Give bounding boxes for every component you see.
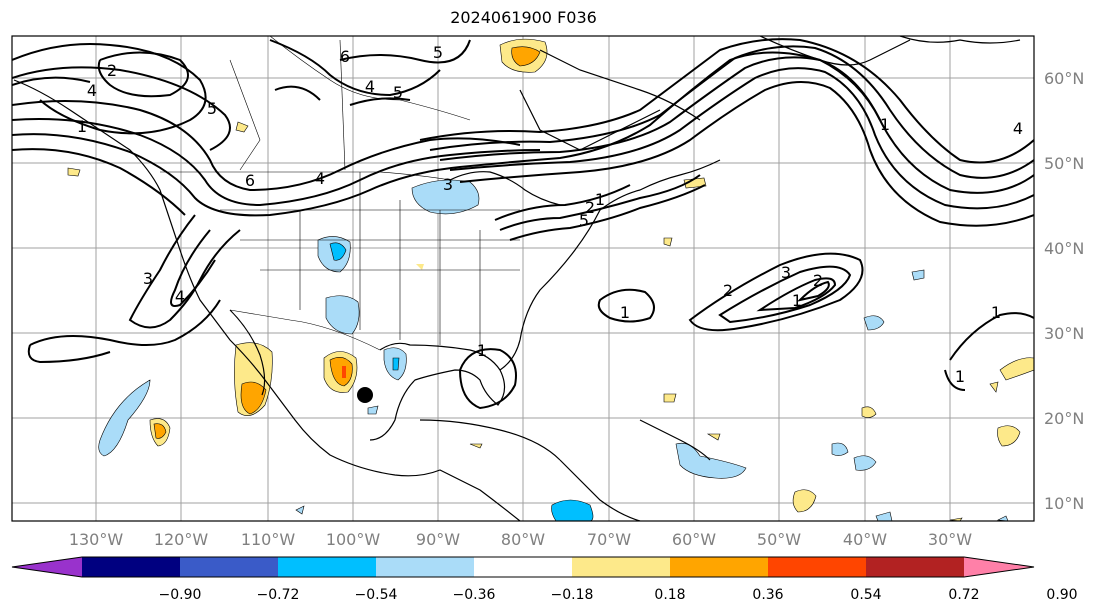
colorbar bbox=[11, 556, 1035, 578]
colorbar-tick-label: 0.36 bbox=[752, 587, 783, 603]
lon-label: 30°W bbox=[928, 530, 972, 549]
shaded-anomalies bbox=[67, 38, 1034, 521]
contour-label: 1 bbox=[991, 303, 1001, 322]
lon-label: 90°W bbox=[416, 530, 460, 549]
colorbar-tick-label: −0.36 bbox=[453, 587, 496, 603]
contour-label: 5 bbox=[393, 83, 403, 102]
lat-label: 40°N bbox=[1044, 239, 1084, 258]
lat-label: 60°N bbox=[1044, 69, 1084, 88]
storm-center-marker bbox=[357, 387, 373, 403]
colorbar-tick-label: 0.18 bbox=[654, 587, 685, 603]
lon-label: 70°W bbox=[587, 530, 631, 549]
lon-label: 60°W bbox=[672, 530, 716, 549]
contour-label: 5 bbox=[579, 211, 589, 230]
contour-label: 3 bbox=[143, 269, 153, 288]
contour-label: 2 bbox=[107, 61, 117, 80]
contour-label: 2 bbox=[813, 271, 823, 290]
lat-label: 50°N bbox=[1044, 154, 1084, 173]
map-title: 2024061900 F036 bbox=[450, 8, 597, 27]
contour-label: 3 bbox=[443, 175, 453, 194]
coastlines bbox=[13, 36, 1021, 521]
colorbar-segment bbox=[376, 557, 475, 577]
colorbar-tick-label: −0.54 bbox=[355, 587, 398, 603]
colorbar-segment bbox=[866, 557, 965, 577]
contour-label: 4 bbox=[175, 287, 185, 306]
colorbar-outline bbox=[11, 556, 1035, 578]
colorbar-tick-label: −0.18 bbox=[551, 587, 594, 603]
lon-label: 50°W bbox=[757, 530, 801, 549]
lon-label: 80°W bbox=[501, 530, 545, 549]
lat-label: 30°N bbox=[1044, 324, 1084, 343]
lon-label: 110°W bbox=[241, 530, 296, 549]
colorbar-segment bbox=[474, 557, 573, 577]
colorbar-extend-low bbox=[12, 557, 82, 577]
contour-label: 6 bbox=[340, 47, 350, 66]
colorbar-tick-label: 0.72 bbox=[948, 587, 979, 603]
contour-label: 4 bbox=[315, 169, 325, 188]
contour-label: 1 bbox=[77, 117, 87, 136]
colorbar-segment bbox=[670, 557, 769, 577]
lat-label: 20°N bbox=[1044, 409, 1084, 428]
lat-label: 10°N bbox=[1044, 494, 1084, 513]
colorbar-segment bbox=[768, 557, 867, 577]
colorbar-extend-high bbox=[964, 557, 1034, 577]
lon-label: 120°W bbox=[154, 530, 209, 549]
contour-label: 1 bbox=[792, 291, 802, 310]
contour-label: 5 bbox=[207, 99, 217, 118]
lon-label: 130°W bbox=[69, 530, 124, 549]
contour-label: 1 bbox=[477, 341, 487, 360]
colorbar-labels: −0.90 −0.72 −0.54 −0.36 −0.18 0.18 0.36 0.54 0.7… bbox=[159, 587, 1078, 603]
lon-label: 100°W bbox=[326, 530, 381, 549]
contour-label: 5 bbox=[433, 43, 443, 62]
colorbar-segment bbox=[278, 557, 377, 577]
colorbar-segment bbox=[180, 557, 279, 577]
contour-label: 2 bbox=[585, 198, 595, 217]
lon-label: 40°W bbox=[843, 530, 887, 549]
latitude-labels: 60°N 50°N 40°N 30°N 20°N 10°N bbox=[1044, 69, 1084, 513]
contour-label: 4 bbox=[365, 77, 375, 96]
contour-label: 1 bbox=[955, 367, 965, 386]
contour-label: 1 bbox=[620, 303, 630, 322]
contour-label: 4 bbox=[1013, 119, 1023, 138]
contour-label: 1 bbox=[595, 190, 605, 209]
contour-lines bbox=[12, 38, 1034, 410]
contour-label: 1 bbox=[880, 115, 890, 134]
longitude-labels: 130°W 120°W 110°W 100°W 90°W 80°W 70°W 60°W 50°W… bbox=[69, 530, 972, 549]
colorbar-tick-label: 0.54 bbox=[850, 587, 881, 603]
colorbar-tick-label: 0.90 bbox=[1046, 587, 1077, 603]
contour-label: 4 bbox=[87, 81, 97, 100]
colorbar-segment bbox=[572, 557, 671, 577]
map-border bbox=[11, 35, 1035, 522]
colorbar-segment bbox=[82, 557, 181, 577]
colorbar-tick-label: −0.72 bbox=[257, 587, 300, 603]
colorbar-tick-label: −0.90 bbox=[159, 587, 202, 603]
contour-label: 6 bbox=[245, 171, 255, 190]
contour-label: 2 bbox=[723, 281, 733, 300]
contour-label: 3 bbox=[781, 263, 791, 282]
